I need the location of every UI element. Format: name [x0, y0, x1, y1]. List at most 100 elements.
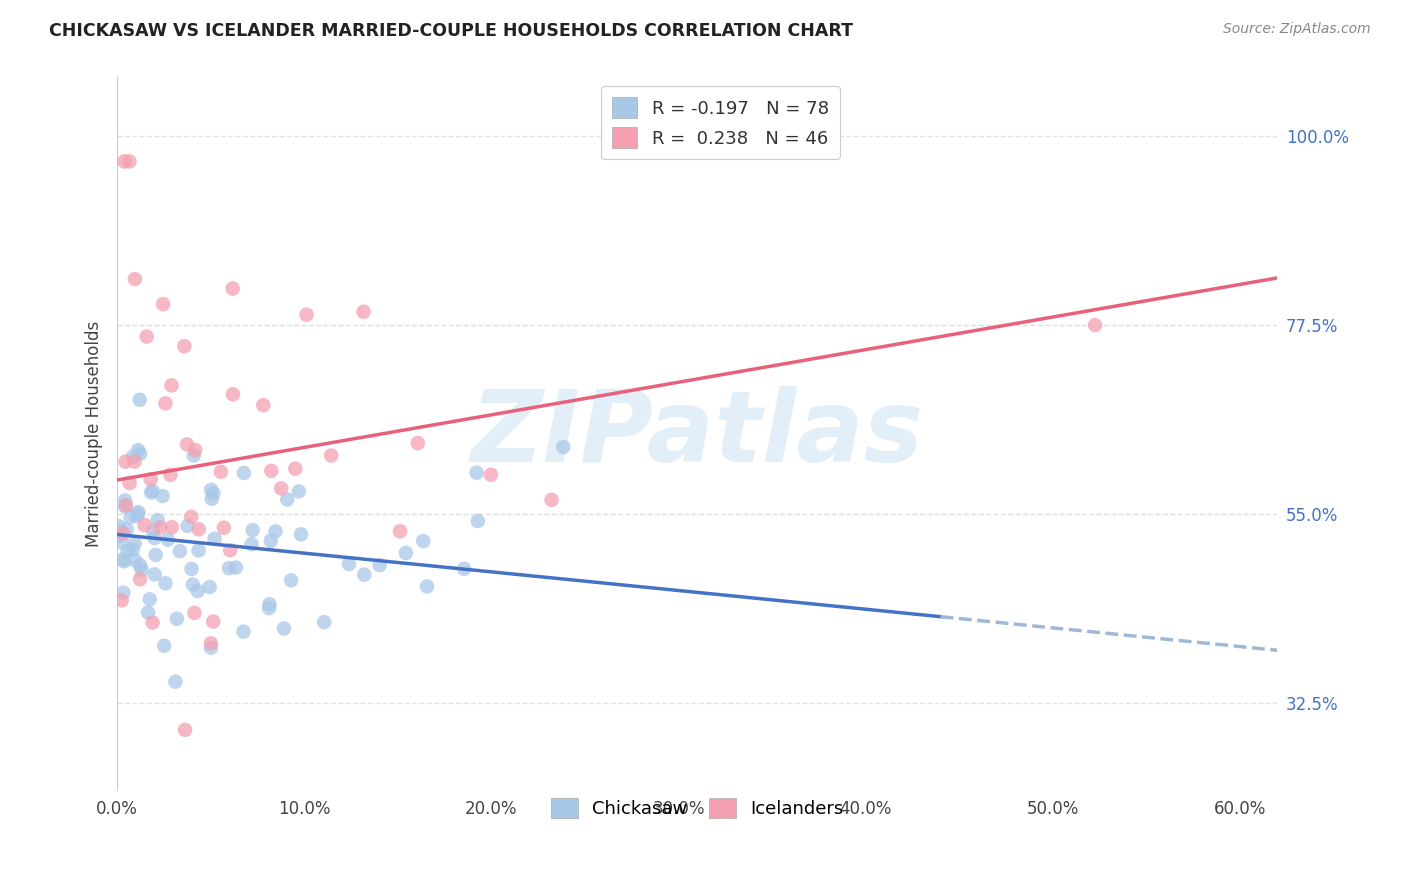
- Point: [139, 472, 162, 486]
- Point: [155, 576, 177, 591]
- Point: [174, 723, 197, 737]
- Point: [143, 531, 166, 545]
- Point: [200, 640, 222, 655]
- Point: [152, 489, 174, 503]
- Point: [180, 562, 202, 576]
- Point: [212, 521, 235, 535]
- Point: [134, 518, 156, 533]
- Point: [118, 476, 141, 491]
- Point: [152, 297, 174, 311]
- Point: [222, 282, 245, 296]
- Point: [264, 524, 287, 539]
- Point: [127, 508, 149, 522]
- Point: [465, 466, 488, 480]
- Point: [117, 543, 139, 558]
- Point: [204, 532, 226, 546]
- Point: [218, 561, 240, 575]
- Point: [124, 272, 146, 286]
- Point: [142, 615, 165, 630]
- Point: [242, 523, 264, 537]
- Point: [173, 339, 195, 353]
- Point: [260, 533, 283, 548]
- Point: [135, 329, 157, 343]
- Point: [353, 567, 375, 582]
- Point: [183, 606, 205, 620]
- Point: [201, 491, 224, 506]
- Point: [108, 519, 131, 533]
- Point: [128, 392, 150, 407]
- Point: [540, 492, 562, 507]
- Point: [553, 440, 575, 454]
- Point: [110, 524, 132, 539]
- Point: [337, 557, 360, 571]
- Point: [139, 592, 162, 607]
- Point: [295, 308, 318, 322]
- Point: [139, 485, 162, 500]
- Point: [321, 449, 343, 463]
- Point: [118, 154, 141, 169]
- Point: [111, 535, 134, 549]
- Point: [129, 447, 152, 461]
- Point: [127, 443, 149, 458]
- Point: [187, 522, 209, 536]
- Point: [240, 537, 263, 551]
- Point: [165, 674, 187, 689]
- Point: [184, 443, 207, 458]
- Point: [124, 553, 146, 567]
- Point: [176, 437, 198, 451]
- Point: [202, 615, 225, 629]
- Point: [112, 154, 135, 169]
- Point: [111, 593, 134, 607]
- Point: [284, 461, 307, 475]
- Point: [111, 552, 134, 566]
- Point: [479, 467, 502, 482]
- Point: [259, 597, 281, 611]
- Point: [257, 601, 280, 615]
- Point: [146, 513, 169, 527]
- Point: [225, 560, 247, 574]
- Point: [169, 544, 191, 558]
- Point: [129, 558, 152, 573]
- Legend: Chickasaw, Icelanders: Chickasaw, Icelanders: [544, 791, 851, 825]
- Point: [121, 450, 143, 464]
- Point: [114, 500, 136, 514]
- Point: [200, 636, 222, 650]
- Y-axis label: Married-couple Households: Married-couple Households: [86, 321, 103, 548]
- Point: [115, 498, 138, 512]
- Point: [198, 580, 221, 594]
- Point: [209, 465, 232, 479]
- Point: [187, 584, 209, 599]
- Point: [453, 562, 475, 576]
- Point: [114, 455, 136, 469]
- Point: [127, 505, 149, 519]
- Point: [290, 527, 312, 541]
- Point: [149, 520, 172, 534]
- Point: [270, 482, 292, 496]
- Point: [136, 606, 159, 620]
- Point: [112, 585, 135, 599]
- Point: [232, 466, 254, 480]
- Point: [115, 522, 138, 536]
- Point: [273, 622, 295, 636]
- Point: [180, 509, 202, 524]
- Point: [166, 612, 188, 626]
- Point: [181, 577, 204, 591]
- Point: [187, 543, 209, 558]
- Point: [260, 464, 283, 478]
- Point: [143, 567, 166, 582]
- Point: [368, 558, 391, 573]
- Point: [280, 574, 302, 588]
- Point: [155, 396, 177, 410]
- Point: [1084, 318, 1107, 332]
- Text: Source: ZipAtlas.com: Source: ZipAtlas.com: [1223, 22, 1371, 37]
- Point: [112, 554, 135, 568]
- Point: [120, 510, 142, 524]
- Point: [232, 624, 254, 639]
- Point: [416, 579, 439, 593]
- Point: [176, 519, 198, 533]
- Text: CHICKASAW VS ICELANDER MARRIED-COUPLE HOUSEHOLDS CORRELATION CHART: CHICKASAW VS ICELANDER MARRIED-COUPLE HO…: [49, 22, 853, 40]
- Text: ZIPatlas: ZIPatlas: [471, 386, 924, 483]
- Point: [131, 563, 153, 577]
- Point: [395, 546, 418, 560]
- Point: [142, 524, 165, 538]
